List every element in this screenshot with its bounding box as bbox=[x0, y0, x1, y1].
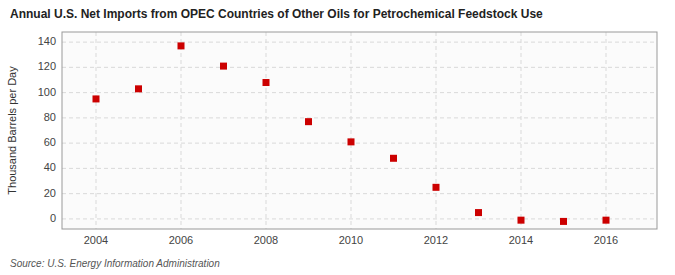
y-grid-line bbox=[62, 42, 657, 43]
point bbox=[135, 85, 142, 92]
point bbox=[518, 217, 525, 224]
y-tick-label: 100 bbox=[38, 86, 56, 98]
point bbox=[220, 63, 227, 70]
chart-container: 0 20 40 60 80 100 120 140 2004 2006 2008 2010 2012 20… bbox=[0, 0, 675, 275]
x-grid-line bbox=[266, 32, 267, 229]
title: Annual U.S. Net Imports from OPEC Countr… bbox=[10, 7, 543, 21]
chart-svg: 0 20 40 60 80 100 120 140 2004 2006 2008 2010 2012 20… bbox=[0, 0, 675, 275]
y-tick-label: 80 bbox=[44, 111, 56, 123]
y-tick-label: 60 bbox=[44, 136, 56, 148]
y-tick-label: 0 bbox=[50, 212, 56, 224]
point bbox=[390, 155, 397, 162]
x-tick-label: 2004 bbox=[84, 234, 108, 246]
y-grid-line bbox=[62, 143, 657, 144]
x-tick-label: 2010 bbox=[339, 234, 363, 246]
x-tick-label: 2008 bbox=[254, 234, 278, 246]
y-grid-line bbox=[62, 168, 657, 169]
point bbox=[560, 218, 567, 225]
point bbox=[348, 138, 355, 145]
x-tick-label: 2012 bbox=[424, 234, 448, 246]
x-tick-label: 2016 bbox=[594, 234, 618, 246]
y-grid-line bbox=[62, 218, 657, 219]
point bbox=[305, 118, 312, 125]
point bbox=[178, 42, 185, 49]
x-grid-line bbox=[351, 32, 352, 229]
x-tick-label: 2006 bbox=[169, 234, 193, 246]
y-grid-line bbox=[62, 193, 657, 194]
x-grid-line bbox=[436, 32, 437, 229]
grid bbox=[62, 32, 657, 229]
point bbox=[93, 95, 100, 102]
y-tick-label: 120 bbox=[38, 60, 56, 72]
y-grid-line bbox=[62, 92, 657, 93]
plot-frame bbox=[62, 32, 657, 229]
y-tick-label: 40 bbox=[44, 161, 56, 173]
y-tick-label: 20 bbox=[44, 187, 56, 199]
x-grid-line bbox=[96, 32, 97, 229]
point bbox=[263, 79, 270, 86]
x-grid-line bbox=[181, 32, 182, 229]
point bbox=[433, 184, 440, 191]
axes: 0 20 40 60 80 100 120 140 2004 2006 2008 2010 2012 20… bbox=[38, 32, 657, 246]
plot-background bbox=[62, 32, 657, 229]
y-axis-label: Thousand Barrels per Day bbox=[6, 66, 18, 195]
points bbox=[93, 42, 610, 225]
point bbox=[603, 217, 610, 224]
source-note: Source: U.S. Energy Information Administ… bbox=[10, 258, 220, 269]
x-tick-label: 2014 bbox=[509, 234, 533, 246]
point bbox=[475, 209, 482, 216]
x-grid-line bbox=[521, 32, 522, 229]
y-tick-label: 140 bbox=[38, 35, 56, 47]
page: {"chart_data": {"type": "scatter", "titl… bbox=[0, 0, 675, 275]
x-grid-line bbox=[606, 32, 607, 229]
y-grid-line bbox=[62, 117, 657, 118]
y-grid-line bbox=[62, 67, 657, 68]
